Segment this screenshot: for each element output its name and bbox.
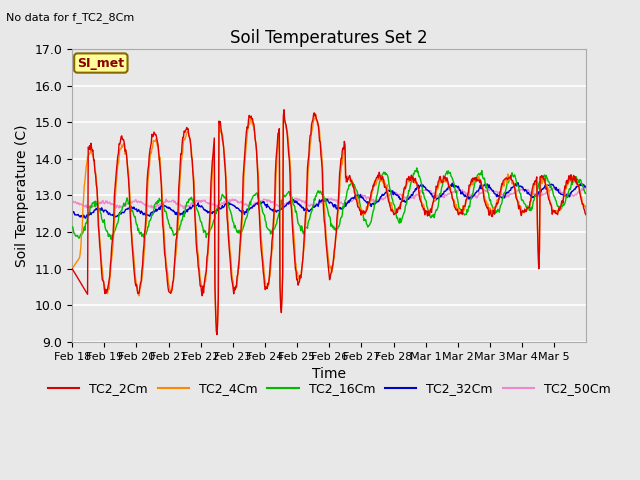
Text: SI_met: SI_met — [77, 57, 124, 70]
Text: No data for f_TC2_8Cm: No data for f_TC2_8Cm — [6, 12, 134, 23]
X-axis label: Time: Time — [312, 367, 346, 381]
Y-axis label: Soil Temperature (C): Soil Temperature (C) — [15, 124, 29, 267]
Title: Soil Temperatures Set 2: Soil Temperatures Set 2 — [230, 29, 428, 48]
Legend: TC2_2Cm, TC2_4Cm, TC2_16Cm, TC2_32Cm, TC2_50Cm: TC2_2Cm, TC2_4Cm, TC2_16Cm, TC2_32Cm, TC… — [43, 377, 616, 400]
